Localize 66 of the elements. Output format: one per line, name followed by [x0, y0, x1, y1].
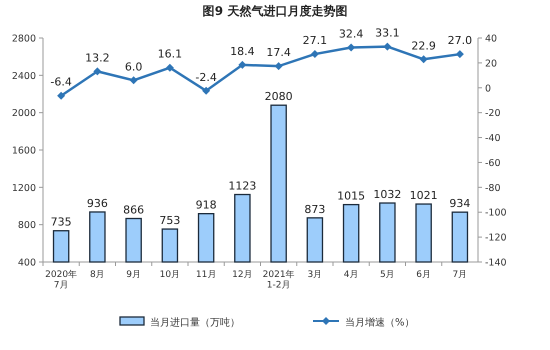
x-tick-label: 11月: [196, 270, 216, 280]
y2-tick-label: -40: [485, 133, 501, 144]
data-label: 1021: [410, 189, 438, 202]
data-label: -6.4: [50, 76, 72, 89]
data-label: 16.1: [158, 48, 182, 61]
data-label: 1032: [373, 188, 402, 202]
y-tick-label: 1600: [12, 146, 36, 156]
data-label: 27.0: [448, 34, 472, 48]
x-tick-label: 7月: [452, 270, 468, 280]
point: [93, 67, 102, 76]
data-label: 17.4: [266, 46, 291, 60]
point: [57, 92, 66, 100]
y-tick-label: 2400: [12, 70, 36, 82]
legend-label: 当月进口量（万吨）: [150, 316, 240, 328]
chart-title: 图9 天然气进口月度走势图: [202, 4, 348, 18]
y2-tick-label: 20: [485, 58, 498, 70]
x-tick-label: 4月: [344, 270, 358, 280]
y2-tick-label: -100: [485, 208, 507, 219]
y2-tick-label: -120: [485, 232, 507, 244]
x-tick-label: 6月: [416, 270, 431, 280]
data-label: 866: [123, 204, 144, 217]
y2-tick-label: -140: [485, 258, 507, 268]
data-label: 873: [304, 202, 326, 216]
data-label: 753: [159, 214, 180, 228]
point: [166, 64, 174, 72]
data-label: 1123: [228, 180, 256, 193]
point: [310, 50, 319, 58]
y-tick-label: 2800: [12, 34, 36, 44]
x-tick-label: 5月: [380, 270, 395, 280]
point: [202, 86, 210, 95]
data-label: 27.1: [302, 34, 328, 48]
point: [238, 60, 246, 69]
data-label: 936: [86, 196, 108, 210]
y-tick-label: 2000: [12, 108, 36, 120]
y2-tick-label: -60: [485, 158, 501, 169]
data-label: -2.4: [195, 70, 217, 84]
y2-tick-label: 0: [485, 83, 492, 94]
x-tick-label: 2021年 1-2月: [262, 269, 295, 290]
legend-label: 当月增速（%）: [345, 316, 415, 328]
x-tick-label: 9月: [126, 270, 141, 280]
y2-tick-label: -80: [485, 182, 501, 194]
x-tick-label: 3月: [308, 270, 322, 280]
data-label: 22.9: [411, 39, 436, 52]
data-label: 6.0: [124, 60, 142, 74]
y-tick-label: 1200: [12, 182, 36, 194]
data-label: 32.4: [338, 27, 364, 40]
y2-tick-label: 40: [485, 34, 498, 44]
x-tick-label: 12月: [232, 270, 253, 280]
point: [420, 55, 428, 64]
data-label: 934: [449, 197, 470, 210]
data-label: 735: [50, 216, 72, 229]
y2-tick-label: -20: [485, 108, 501, 120]
y-tick-label: 400: [18, 258, 36, 268]
x-tick-label: 8月: [90, 270, 105, 280]
point: [130, 76, 138, 84]
data-label: 1015: [337, 190, 366, 203]
y-tick-label: 800: [18, 220, 36, 232]
data-label: 18.4: [230, 44, 255, 58]
data-label: 33.1: [375, 26, 400, 40]
x-tick-label: 10月: [160, 270, 180, 280]
data-label: 13.2: [85, 51, 110, 64]
data-label: 2080: [264, 90, 293, 104]
point: [456, 50, 464, 58]
data-label: 918: [196, 198, 217, 212]
x-tick-label: 2020年 7月: [45, 269, 78, 290]
point: [274, 62, 283, 70]
